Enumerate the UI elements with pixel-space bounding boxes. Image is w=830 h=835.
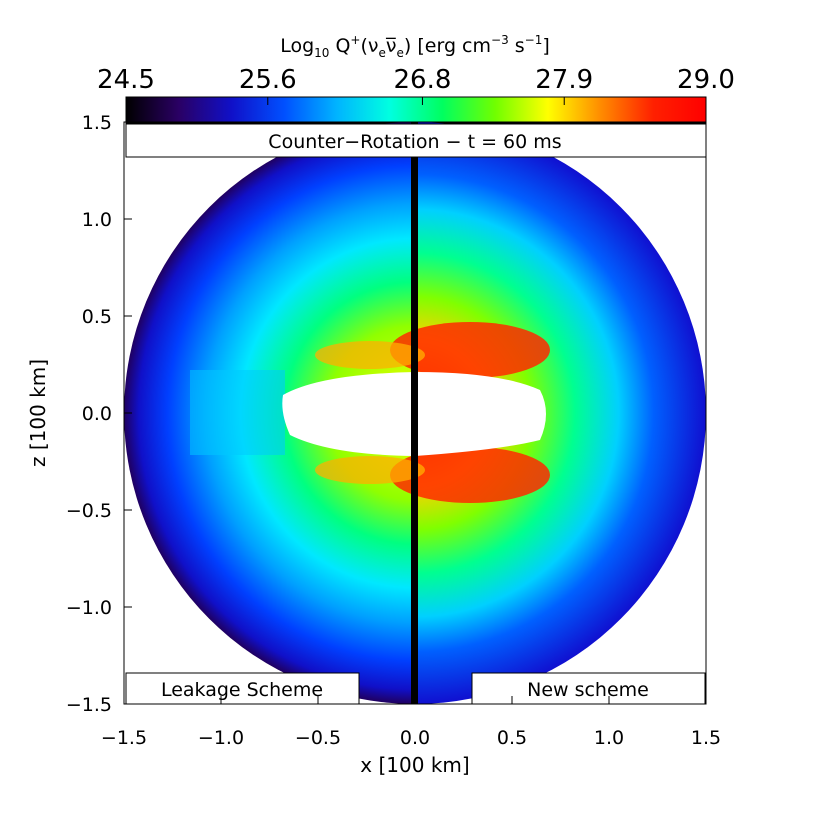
- colorbar-tick-label: 25.6: [239, 65, 297, 95]
- x-tick-label: 0.0: [400, 727, 430, 749]
- colorbar-ticks: [125, 97, 707, 105]
- left-lower-warm-lobe: [315, 456, 425, 484]
- y-tick-label: −1.5: [66, 694, 112, 716]
- y-tick-label: −0.5: [66, 500, 112, 522]
- left-panel-label: Leakage Scheme: [161, 679, 323, 701]
- y-axis-label: z [100 km]: [26, 359, 50, 467]
- x-tick-label: −1.0: [198, 727, 244, 749]
- y-tick-label: 1.0: [82, 209, 112, 231]
- x-tick-label: −0.5: [295, 727, 341, 749]
- x-tick-label: −1.5: [101, 727, 147, 749]
- colorbar-tick-labels: 24.5 25.6 26.8 27.9 29.0: [97, 65, 735, 95]
- left-upper-warm-lobe: [315, 341, 425, 369]
- plot-title: Counter−Rotation − t = 60 ms: [268, 131, 561, 153]
- right-upper-hot-lobe: [390, 322, 550, 378]
- y-tick-label: 0.0: [82, 403, 112, 425]
- left-striated-region: [190, 370, 285, 455]
- y-axis: −1.5 −1.0 −0.5 0.0 0.5 1.0 1.5: [66, 112, 132, 716]
- colorbar: [125, 96, 707, 124]
- colorbar-label: Log10 Q+(νeν̅e) [erg cm−3 s−1]: [280, 33, 550, 60]
- center-divider: [411, 122, 418, 704]
- left-panel-label-box: [125, 672, 360, 705]
- right-lower-hot-lobe: [390, 447, 550, 503]
- colorbar-tick-label: 27.9: [535, 65, 593, 95]
- y-tick-label: 0.5: [82, 306, 112, 328]
- title-box: [125, 123, 707, 158]
- colorbar-tick-label: 24.5: [97, 65, 155, 95]
- x-axis: −1.5 −1.0 −0.5 0.0 0.5 1.0 1.5: [101, 696, 721, 749]
- x-tick-label: 1.5: [691, 727, 721, 749]
- right-panel-label: New scheme: [527, 679, 649, 701]
- x-tick-label: 0.5: [497, 727, 527, 749]
- right-panel-label-box: [471, 672, 706, 705]
- colorbar-tick-label: 26.8: [393, 65, 451, 95]
- x-axis-label: x [100 km]: [360, 753, 469, 777]
- y-tick-label: 1.5: [82, 112, 112, 134]
- plot-area: Counter−Rotation − t = 60 ms Leakage Sch…: [123, 121, 707, 705]
- x-tick-label: 1.0: [594, 727, 624, 749]
- y-tick-label: −1.0: [66, 597, 112, 619]
- colorbar-tick-label: 29.0: [677, 65, 735, 95]
